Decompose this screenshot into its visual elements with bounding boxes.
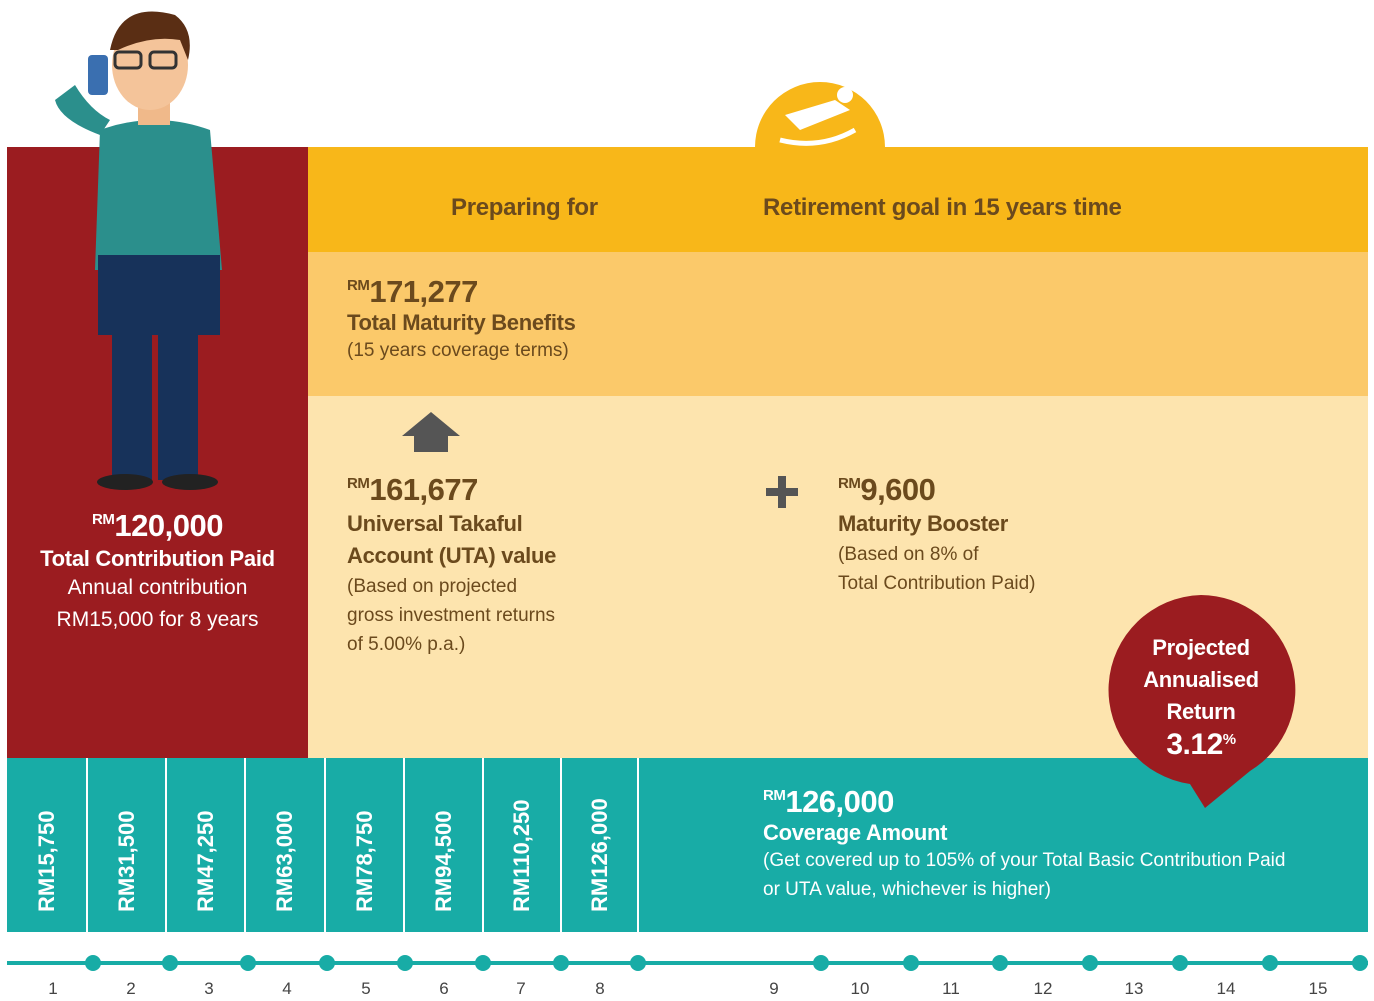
year-label: 6 xyxy=(424,979,464,999)
timeline-dot xyxy=(475,955,491,971)
yearly-amount: RM110,250 xyxy=(509,799,535,912)
timeline-dot xyxy=(630,955,646,971)
year-label: 3 xyxy=(189,979,229,999)
contribution-block: RM120,000 Total Contribution Paid Annual… xyxy=(7,508,308,636)
note: or UTA value, whichever is higher) xyxy=(763,875,1285,904)
note: RM15,000 for 8 years xyxy=(7,604,308,636)
currency: RM xyxy=(838,475,860,492)
year-label: 7 xyxy=(501,979,541,999)
year-label: 2 xyxy=(111,979,151,999)
timeline-dot xyxy=(1082,955,1098,971)
up-arrow xyxy=(402,412,460,452)
note: (Get covered up to 105% of your Total Ba… xyxy=(763,846,1285,875)
label: Universal Takaful xyxy=(347,508,556,540)
yearly-amount: RM15,750 xyxy=(34,810,60,912)
label: Maturity Booster xyxy=(838,508,1036,540)
year-label: 12 xyxy=(1023,979,1063,999)
timeline-dot xyxy=(240,955,256,971)
currency: RM xyxy=(92,511,114,528)
timeline-dot xyxy=(397,955,413,971)
timeline-dot xyxy=(85,955,101,971)
yearly-amount: RM78,750 xyxy=(352,810,378,912)
maturity-block: RM171,277 Total Maturity Benefits (15 ye… xyxy=(347,274,576,365)
currency: RM xyxy=(347,277,369,294)
amount: 9,600 xyxy=(860,472,935,507)
label: Annualised xyxy=(1106,664,1296,696)
year-label: 9 xyxy=(754,979,794,999)
amount: 126,000 xyxy=(785,784,894,819)
timeline-dot xyxy=(992,955,1008,971)
year-label: 14 xyxy=(1206,979,1246,999)
note: (Based on projected xyxy=(347,572,556,601)
yearly-amount: RM126,000 xyxy=(587,798,613,912)
coverage-block: RM126,000 Coverage Amount (Get covered u… xyxy=(763,784,1285,904)
note: (Based on 8% of xyxy=(838,540,1036,569)
timeline-dot xyxy=(903,955,919,971)
uta-block: RM161,677 Universal Takaful Account (UTA… xyxy=(347,472,556,659)
year-label: 13 xyxy=(1114,979,1154,999)
value: 3.12 xyxy=(1166,728,1222,761)
note: Annual contribution xyxy=(7,572,308,604)
timeline-dot xyxy=(553,955,569,971)
header-left: Preparing for xyxy=(451,194,598,222)
page: RM120,000 Total Contribution Paid Annual… xyxy=(0,0,1374,1001)
header-right: Retirement goal in 15 years time xyxy=(763,194,1122,222)
yearly-amount: RM47,250 xyxy=(193,810,219,912)
timeline-dot xyxy=(162,955,178,971)
note: Total Contribution Paid) xyxy=(838,569,1036,598)
year-label: 11 xyxy=(931,979,971,999)
note: (15 years coverage terms) xyxy=(347,336,576,365)
year-label: 1 xyxy=(33,979,73,999)
timeline-dot xyxy=(1352,955,1368,971)
unit: % xyxy=(1223,731,1236,748)
label: Account (UTA) value xyxy=(347,540,556,572)
year-label: 10 xyxy=(840,979,880,999)
yearly-amount: RM94,500 xyxy=(431,810,457,912)
note: of 5.00% p.a.) xyxy=(347,630,556,659)
label: Total Contribution Paid xyxy=(7,546,308,572)
amount: 161,677 xyxy=(369,472,478,507)
person xyxy=(55,12,222,490)
return-block: Projected Annualised Return 3.12% xyxy=(1106,632,1296,762)
amount: 171,277 xyxy=(369,274,478,309)
timeline-dot xyxy=(813,955,829,971)
year-label: 4 xyxy=(267,979,307,999)
currency: RM xyxy=(763,787,785,804)
timeline-dot xyxy=(1172,955,1188,971)
note: gross investment returns xyxy=(347,601,556,630)
year-label: 15 xyxy=(1298,979,1338,999)
booster-block: RM9,600 Maturity Booster (Based on 8% of… xyxy=(838,472,1036,598)
amount: 120,000 xyxy=(114,508,223,543)
currency: RM xyxy=(347,475,369,492)
label: Coverage Amount xyxy=(763,820,1285,846)
yearly-amount: RM63,000 xyxy=(272,810,298,912)
plus-icon xyxy=(766,476,798,508)
label: Total Maturity Benefits xyxy=(347,310,576,336)
year-label: 8 xyxy=(580,979,620,999)
timeline-dot xyxy=(1262,955,1278,971)
label: Projected xyxy=(1106,632,1296,664)
year-label: 5 xyxy=(346,979,386,999)
timeline-dot xyxy=(319,955,335,971)
label: Return xyxy=(1106,696,1296,728)
yearly-amount: RM31,500 xyxy=(114,810,140,912)
